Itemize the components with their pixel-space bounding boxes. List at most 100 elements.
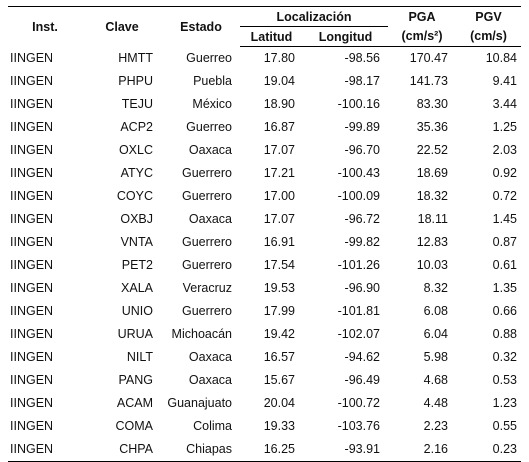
- cell-pga: 2.23: [423, 419, 448, 433]
- cell-inst: IINGEN: [10, 212, 54, 226]
- cell-clave: UNIO: [121, 304, 153, 318]
- cell-latitud: 19.04: [263, 74, 295, 88]
- header-inst: Inst.: [8, 6, 82, 47]
- cell-inst: IINGEN: [10, 97, 54, 111]
- cell-latitud: 16.25: [240, 438, 303, 462]
- cell-pgv: 3.44: [492, 97, 517, 111]
- cell-estado: Oaxaca: [188, 143, 232, 157]
- table-row: IINGEN URUA Michoacán 19.42 -102.07 6.04 0.88: [8, 323, 521, 346]
- cell-pga: 18.69: [416, 166, 448, 180]
- cell-estado: Oaxaca: [188, 373, 232, 387]
- cell-estado: Puebla: [193, 74, 232, 88]
- cell-pgv: 1.25: [492, 120, 517, 134]
- cell-clave: PET2: [121, 258, 153, 272]
- cell-pga: 10.03: [416, 258, 448, 272]
- cell-inst: IINGEN: [10, 50, 54, 65]
- table-row: IINGEN ACAM Guanajuato 20.04 -100.72 4.48 1.23: [8, 392, 521, 415]
- cell-estado: Guerrero: [181, 304, 232, 318]
- cell-inst: IINGEN: [10, 166, 54, 180]
- cell-longitud: -103.76: [337, 419, 380, 433]
- cell-pgv: 0.88: [492, 327, 517, 341]
- cell-estado: Guanajuato: [167, 396, 232, 410]
- cell-inst: IINGEN: [10, 419, 54, 433]
- cell-clave: PHPU: [118, 74, 153, 88]
- table-row: IINGEN ATYC Guerrero 17.21 -100.43 18.69 0.92: [8, 162, 521, 185]
- cell-clave: COMA: [115, 419, 154, 433]
- cell-clave: ACP2: [120, 120, 153, 134]
- cell-latitud: 16.87: [263, 120, 295, 134]
- cell-latitud: 17.54: [263, 258, 295, 272]
- cell-pga: 170.47: [409, 51, 448, 65]
- cell-latitud: 18.90: [263, 97, 295, 111]
- cell-inst: IINGEN: [10, 396, 54, 410]
- cell-estado: Guerrero: [181, 189, 232, 203]
- cell-latitud: 19.42: [263, 327, 295, 341]
- cell-estado: Guerrero: [181, 235, 232, 249]
- cell-clave: ATYC: [120, 166, 153, 180]
- cell-estado: Oaxaca: [188, 350, 232, 364]
- station-table: Inst. Clave Estado Localización PGA PGV …: [8, 6, 521, 462]
- table-row: IINGEN TEJU México 18.90 -100.16 83.30 3.44: [8, 93, 521, 116]
- cell-estado: México: [192, 97, 232, 111]
- cell-inst: IINGEN: [10, 258, 54, 272]
- table-row: IINGEN OXLC Oaxaca 17.07 -96.70 22.52 2.03: [8, 139, 521, 162]
- cell-longitud: -99.82: [344, 235, 380, 249]
- cell-pgv: 0.72: [492, 189, 517, 203]
- cell-inst: IINGEN: [8, 438, 82, 462]
- cell-pga: 8.32: [423, 281, 448, 295]
- table-body: IINGEN HMTT Guerreo 17.80 -98.56 170.47 10.84 I…: [8, 47, 521, 462]
- cell-latitud: 20.04: [263, 396, 295, 410]
- cell-longitud: -96.70: [344, 143, 380, 157]
- cell-longitud: -100.43: [337, 166, 380, 180]
- cell-estado: Guerrero: [181, 258, 232, 272]
- cell-estado: Guerreo: [186, 120, 232, 134]
- cell-inst: IINGEN: [10, 74, 54, 88]
- cell-pgv: 0.53: [492, 373, 517, 387]
- cell-latitud: 15.67: [263, 373, 295, 387]
- cell-inst: IINGEN: [10, 120, 54, 134]
- header-latitud: Latitud: [240, 26, 303, 47]
- table-row: IINGEN ACP2 Guerreo 16.87 -99.89 35.36 1.25: [8, 116, 521, 139]
- cell-latitud: 17.00: [263, 189, 295, 203]
- cell-pgv: 1.23: [492, 396, 517, 410]
- table-row: IINGEN PET2 Guerrero 17.54 -101.26 10.03 0.61: [8, 254, 521, 277]
- cell-inst: IINGEN: [10, 304, 54, 318]
- cell-pgv: 10.84: [485, 51, 517, 65]
- cell-pga: 18.32: [416, 189, 448, 203]
- cell-latitud: 17.07: [263, 143, 295, 157]
- cell-pgv: 1.35: [492, 281, 517, 295]
- cell-inst: IINGEN: [10, 327, 54, 341]
- cell-clave: OXBJ: [120, 212, 153, 226]
- header-pgv-unit: (cm/s): [456, 26, 521, 47]
- table-row: IINGEN XALA Veracruz 19.53 -96.90 8.32 1.35: [8, 277, 521, 300]
- cell-latitud: 19.33: [263, 419, 295, 433]
- cell-pgv: 0.32: [492, 350, 517, 364]
- header-longitud: Longitud: [303, 26, 388, 47]
- cell-estado: Colima: [193, 419, 232, 433]
- cell-pgv: 0.23: [456, 438, 521, 462]
- cell-estado: Michoacán: [171, 327, 232, 341]
- cell-pgv: 0.92: [492, 166, 517, 180]
- cell-pgv: 0.55: [492, 419, 517, 433]
- table-row: IINGEN CHPA Chiapas 16.25 -93.91 2.16 0.23: [8, 438, 521, 462]
- cell-longitud: -98.56: [344, 51, 380, 65]
- header-pga-unit: (cm/s²): [388, 26, 456, 47]
- cell-inst: IINGEN: [10, 350, 54, 364]
- cell-pga: 5.98: [423, 350, 448, 364]
- table-row: IINGEN PHPU Puebla 19.04 -98.17 141.73 9.41: [8, 70, 521, 93]
- table-row: IINGEN VNTA Guerrero 16.91 -99.82 12.83 0.87: [8, 231, 521, 254]
- cell-pga: 22.52: [416, 143, 448, 157]
- cell-longitud: -100.16: [337, 97, 380, 111]
- table-row: IINGEN OXBJ Oaxaca 17.07 -96.72 18.11 1.45: [8, 208, 521, 231]
- cell-pgv: 0.66: [492, 304, 517, 318]
- cell-longitud: -96.72: [344, 212, 380, 226]
- cell-inst: IINGEN: [10, 189, 54, 203]
- cell-inst: IINGEN: [10, 143, 54, 157]
- cell-longitud: -100.72: [337, 396, 380, 410]
- cell-inst: IINGEN: [10, 281, 54, 295]
- cell-longitud: -101.81: [337, 304, 380, 318]
- cell-pgv: 2.03: [492, 143, 517, 157]
- table-row: IINGEN COMA Colima 19.33 -103.76 2.23 0.55: [8, 415, 521, 438]
- header-pga: PGA: [388, 6, 456, 27]
- cell-clave: PANG: [118, 373, 154, 387]
